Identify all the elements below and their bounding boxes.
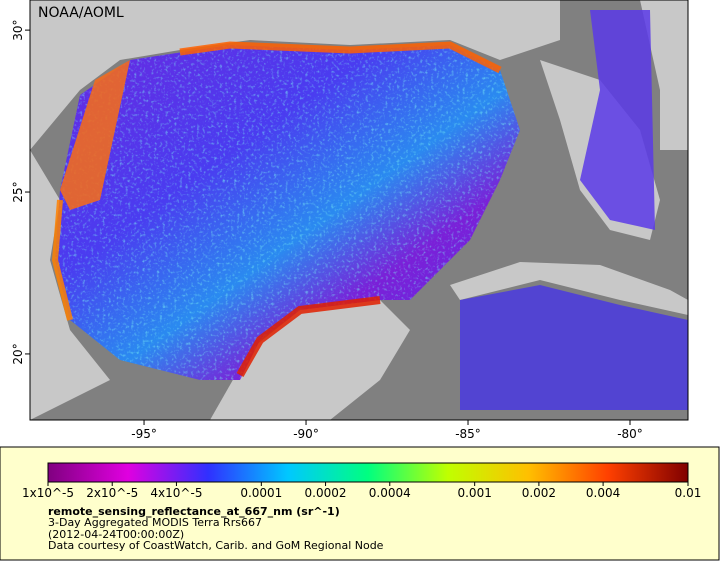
y-tick-label: 25° [11, 181, 25, 202]
colorbar: 1x10^-5 2x10^-5 4x10^-5 0.0001 0.0002 0.0004 0… [22, 462, 702, 500]
x-tick-label: -90° [293, 427, 319, 441]
turbid-coast [179, 41, 502, 74]
y-tick-label: 30° [11, 19, 25, 40]
map-frame [29, 0, 689, 421]
colorbar-tick-label: 0.0002 [305, 486, 347, 500]
colorbar-tick-label: 0.002 [522, 486, 556, 500]
legend-line: 3-Day Aggregated MODIS Terra Rrs667 [48, 516, 262, 529]
x-tick-label: -95° [131, 427, 157, 441]
map-image [30, 0, 688, 420]
sea-reflectance [580, 10, 655, 230]
colorbar-tick-label: 0.0001 [240, 486, 282, 500]
colorbar-tick-label: 0.01 [675, 486, 702, 500]
colorbar-scale [47, 462, 689, 483]
land [30, 0, 688, 150]
colorbar-tick-label: 4x10^-5 [150, 486, 202, 500]
map-label: NOAA/AOML [38, 5, 124, 21]
colorbar-tick-label: 2x10^-5 [86, 486, 138, 500]
y-tick-label: 20° [11, 343, 25, 364]
land [30, 150, 110, 420]
colorbar-tick-label: 0.0004 [369, 486, 411, 500]
axes: -95° -90° -85° -80° 30° 25° 20° [11, 19, 643, 441]
turbid-water [60, 60, 130, 210]
legend-line: (2012-04-24T00:00:00Z) [48, 528, 184, 541]
colorbar-tick-label: 0.001 [457, 486, 491, 500]
sea-reflectance [460, 285, 688, 410]
turbid-coast [51, 199, 73, 321]
legend-line: Data courtesy of CoastWatch, Carib. and … [48, 539, 384, 552]
sea-speckle [55, 45, 520, 380]
land [450, 262, 688, 315]
colorbar-tick-label: 1x10^-5 [22, 486, 74, 500]
turbid-coast [236, 296, 381, 377]
x-tick-label: -80° [617, 427, 643, 441]
colorbar-tick-label: 0.004 [586, 486, 620, 500]
land [210, 300, 410, 420]
legend-variable: remote_sensing_reflectance_at_667_nm (sr… [48, 505, 340, 518]
x-tick-label: -85° [455, 427, 481, 441]
